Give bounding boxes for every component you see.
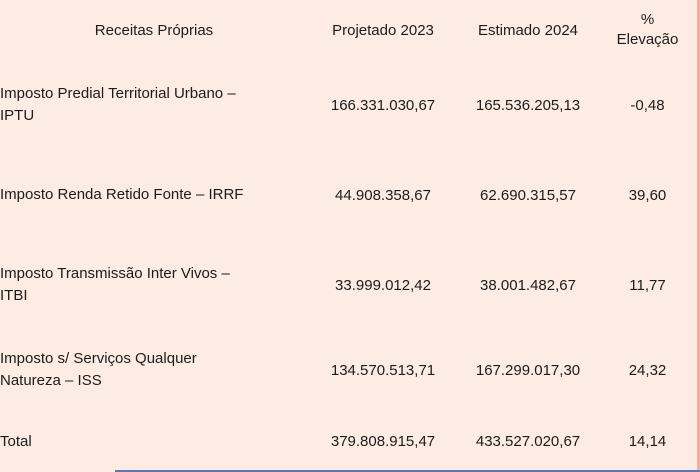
cell-name: Imposto Renda Retido Fonte – IRRF xyxy=(0,186,244,203)
cell-name: Imposto Predial Territorial Urbano – IPT… xyxy=(0,85,236,124)
right-border-strip xyxy=(697,0,700,472)
header-receitas-proprias: Receitas Próprias xyxy=(94,21,214,39)
header-pct-elevacao: % Elevação xyxy=(616,11,679,48)
cell-estimado-2024: 62.690.315,57 xyxy=(480,186,576,204)
cell-pct-elevacao: 39,60 xyxy=(628,186,667,204)
total-projetado-2023: 379.808.915,47 xyxy=(330,432,436,450)
cell-projetado-2023: 33.999.012,42 xyxy=(335,276,431,294)
table-header-row: Receitas Próprias Projetado 2023 Estimad… xyxy=(0,0,697,60)
cell-pct-elevacao: 11,77 xyxy=(629,276,666,294)
total-estimado-2024: 433.527.020,67 xyxy=(475,432,581,450)
table-row-irrf: Imposto Renda Retido Fonte – IRRF 44.908… xyxy=(0,150,697,240)
cell-projetado-2023: 166.331.030,67 xyxy=(330,96,436,114)
cell-projetado-2023: 134.570.513,71 xyxy=(330,361,436,379)
cell-name: Imposto s/ Serviços Qualquer Natureza – … xyxy=(0,350,197,389)
cell-estimado-2024: 165.536.205,13 xyxy=(475,96,581,114)
table-row-total: Total 379.808.915,47 433.527.020,67 14,1… xyxy=(0,410,697,472)
header-estimado-2024: Estimado 2024 xyxy=(477,21,579,39)
total-label: Total xyxy=(0,432,32,450)
table-row-iptu: Imposto Predial Territorial Urbano – IPT… xyxy=(0,60,697,150)
cell-estimado-2024: 38.001.482,67 xyxy=(480,276,576,294)
cell-pct-elevacao: 24,32 xyxy=(628,361,667,379)
cell-name: Imposto Transmissão Inter Vivos – ITBI xyxy=(0,265,230,304)
bottom-blue-rule xyxy=(115,470,700,472)
cell-projetado-2023: 44.908.358,67 xyxy=(335,186,431,204)
cell-pct-elevacao: -0,48 xyxy=(630,96,665,114)
table-row-itbi: Imposto Transmissão Inter Vivos – ITBI 3… xyxy=(0,240,697,330)
header-projetado-2023: Projetado 2023 xyxy=(332,21,434,39)
table-row-iss: Imposto s/ Serviços Qualquer Natureza – … xyxy=(0,330,697,410)
cell-estimado-2024: 167.299.017,30 xyxy=(475,361,581,379)
total-pct-elevacao: 14,14 xyxy=(628,432,667,450)
